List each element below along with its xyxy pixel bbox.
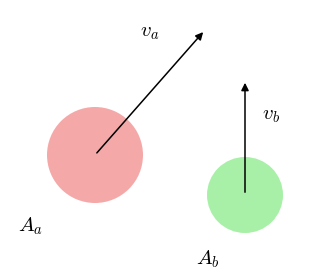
Text: $A_b$: $A_b$ xyxy=(196,248,220,270)
Circle shape xyxy=(207,157,283,233)
Text: $A_a$: $A_a$ xyxy=(18,215,43,236)
Circle shape xyxy=(47,107,143,203)
Text: $v_a$: $v_a$ xyxy=(140,22,160,42)
Text: $v_b$: $v_b$ xyxy=(262,105,280,125)
